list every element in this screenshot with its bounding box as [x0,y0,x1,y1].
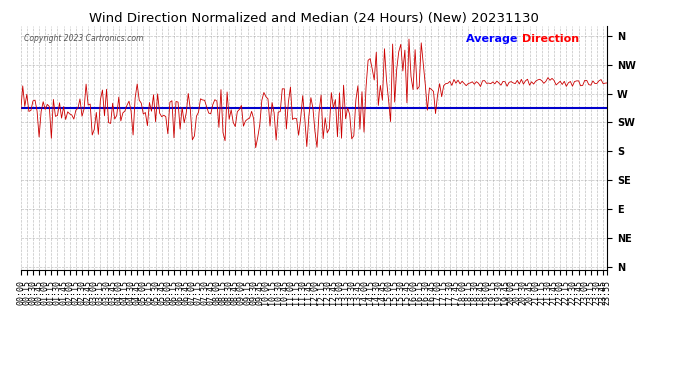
Text: Direction: Direction [522,34,580,44]
Text: Copyright 2023 Cartronics.com: Copyright 2023 Cartronics.com [23,34,143,43]
Title: Wind Direction Normalized and Median (24 Hours) (New) 20231130: Wind Direction Normalized and Median (24… [89,12,539,25]
Text: Average: Average [466,34,522,44]
